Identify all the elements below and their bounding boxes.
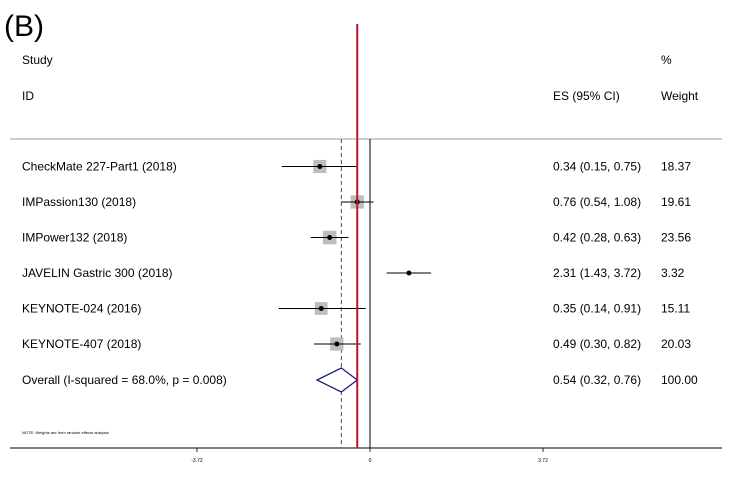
- point-estimate: [318, 306, 324, 311]
- study-label: KEYNOTE-407 (2018): [22, 337, 141, 351]
- weight-label: 20.03: [661, 337, 691, 351]
- study-label: JAVELIN Gastric 300 (2018): [22, 266, 173, 280]
- effect-size-label: 0.35 (0.14, 0.91): [553, 302, 641, 316]
- study-label: IMPassion130 (2018): [22, 195, 136, 209]
- point-estimate: [334, 341, 340, 347]
- point-estimate: [406, 270, 412, 276]
- weight-label: 3.32: [661, 266, 685, 280]
- x-tick-label: -3.72: [191, 458, 203, 464]
- overall-label: Overall (I-squared = 68.0%, p = 0.008): [22, 373, 227, 387]
- overall-diamond: [315, 367, 359, 393]
- header-weight: Weight: [661, 89, 699, 103]
- x-tick-label: 0: [369, 458, 372, 464]
- overall-weight-label: 100.00: [661, 373, 698, 387]
- header-percent: %: [661, 53, 672, 67]
- point-estimate: [317, 164, 323, 169]
- header-es: ES (95% CI): [553, 89, 620, 103]
- weight-label: 19.61: [661, 195, 691, 209]
- weight-label: 18.37: [661, 160, 691, 174]
- overall-effect-size-label: 0.54 (0.32, 0.76): [553, 373, 641, 387]
- effect-size-label: 2.31 (1.43, 3.72): [553, 266, 641, 280]
- effect-size-label: 0.42 (0.28, 0.63): [553, 231, 641, 245]
- effect-size-label: 0.49 (0.30, 0.82): [553, 337, 641, 351]
- study-label: CheckMate 227-Part1 (2018): [22, 160, 177, 174]
- study-label: IMPower132 (2018): [22, 231, 127, 245]
- effect-size-label: 0.76 (0.54, 1.08): [553, 195, 641, 209]
- weight-label: 15.11: [661, 302, 690, 316]
- effect-size-label: 0.34 (0.15, 0.75): [553, 160, 641, 174]
- panel-label: (B): [4, 10, 44, 43]
- x-tick-label: 3.72: [538, 458, 548, 464]
- header-id: ID: [22, 89, 34, 103]
- point-estimate: [327, 235, 333, 240]
- weight-label: 23.56: [661, 231, 691, 245]
- plot-marks: CheckMate 227-Part1 (2018) 0.34 (0.15, 0.…: [22, 24, 698, 464]
- random-effects-note: NOTE: Weights are from random effects an…: [22, 430, 109, 435]
- header-study: Study: [22, 53, 53, 67]
- study-label: KEYNOTE-024 (2016): [22, 302, 141, 316]
